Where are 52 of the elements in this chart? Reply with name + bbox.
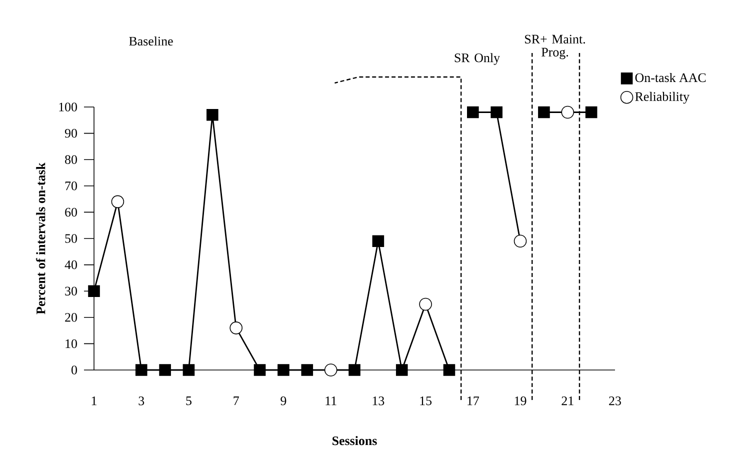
x-tick-label: 15 bbox=[420, 396, 432, 406]
point bbox=[538, 106, 550, 118]
point bbox=[419, 298, 432, 311]
x-tick-label: 9 bbox=[280, 396, 286, 406]
point bbox=[348, 364, 360, 376]
y-tick-label: 20 bbox=[65, 313, 77, 322]
x-tick-label: 7 bbox=[234, 396, 239, 405]
x-tick-label: 11 bbox=[326, 396, 336, 406]
y-tick-label: 70 bbox=[65, 182, 77, 190]
point bbox=[561, 106, 574, 119]
y-tick-label: 30 bbox=[65, 286, 77, 296]
y-tick-label: 40 bbox=[64, 260, 77, 270]
point bbox=[324, 364, 338, 376]
y-tick-label: 0 bbox=[72, 366, 77, 374]
y-tick-label: 50 bbox=[65, 234, 77, 243]
point bbox=[514, 234, 527, 248]
y-tick-label: 10 bbox=[66, 339, 77, 348]
text: SR+ Maint. Prog. bbox=[525, 34, 585, 60]
x-axis-title: Sessions bbox=[332, 436, 377, 446]
x-tick-label: 3 bbox=[138, 396, 144, 406]
point bbox=[111, 195, 124, 208]
x-tick-label: 19 bbox=[514, 396, 526, 406]
x-tick-label: 5 bbox=[186, 396, 192, 406]
x-tick-label: 17 bbox=[468, 396, 480, 406]
text: Baseline bbox=[129, 36, 173, 46]
point bbox=[467, 106, 479, 118]
point bbox=[372, 235, 384, 248]
point bbox=[182, 364, 195, 376]
text: SR Only bbox=[454, 53, 500, 65]
y-tick-label: 80 bbox=[65, 155, 77, 164]
y-axis-title: Percent of intervals on-task bbox=[36, 162, 46, 314]
y-tick-label: 90 bbox=[64, 128, 77, 138]
y-tick-label: 60 bbox=[65, 208, 77, 217]
legend-label: On-task AAC bbox=[635, 72, 706, 82]
x-tick-label: 21 bbox=[562, 396, 574, 406]
point bbox=[206, 108, 218, 121]
point bbox=[254, 364, 266, 376]
point bbox=[88, 285, 100, 297]
point bbox=[396, 364, 408, 376]
point bbox=[135, 364, 148, 376]
y-tick-label: 100 bbox=[59, 102, 77, 112]
point bbox=[443, 364, 456, 376]
point bbox=[230, 322, 242, 334]
x-tick-label: 1 bbox=[92, 396, 96, 406]
x-tick-label: 13 bbox=[372, 396, 384, 406]
point bbox=[301, 364, 314, 376]
point bbox=[490, 106, 502, 118]
point bbox=[278, 364, 290, 376]
point bbox=[159, 364, 171, 376]
legend-label: Reliability bbox=[635, 92, 690, 104]
x-tick-label: 23 bbox=[609, 396, 621, 406]
point bbox=[585, 106, 598, 118]
